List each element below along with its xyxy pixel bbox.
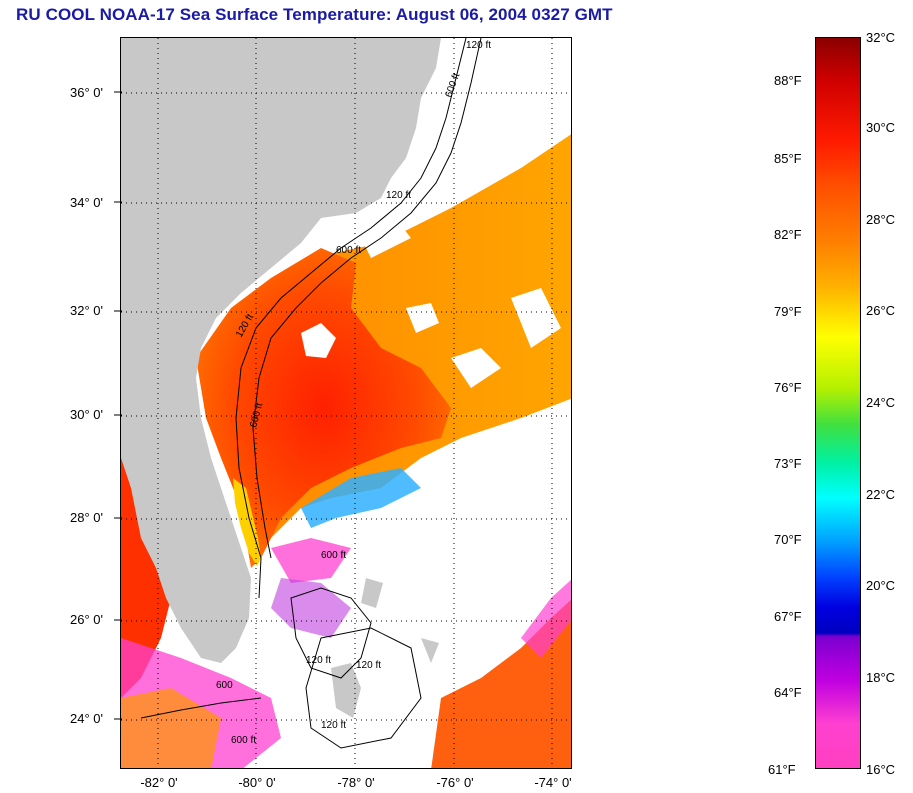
colorbar-fahrenheit-label: 79°F (774, 304, 802, 319)
cloud-patch-3 (451, 348, 501, 388)
left-axis-ticks (114, 91, 122, 720)
cloud-patch-4 (511, 288, 561, 348)
contour-120ft (235, 38, 467, 599)
sst-keys-warm (121, 688, 221, 768)
contour-label: 120 ft (356, 660, 381, 671)
land-east-coast (121, 38, 441, 663)
contour-label: 600 ft (321, 550, 346, 561)
cool-pocket-1 (301, 468, 421, 528)
lon-label: -82° 0' (140, 775, 178, 790)
contour-label: 600 (216, 680, 233, 691)
lat-label: 24° 0' (70, 711, 103, 726)
colorbar-celsius-label: 18°C (866, 670, 896, 685)
contour-bahamas (290, 587, 372, 679)
lat-label: 30° 0' (70, 407, 103, 422)
land-bahamas-2 (361, 578, 383, 608)
lon-label: -80° 0' (238, 775, 276, 790)
colorbar-celsius-label: 28°C (866, 212, 896, 227)
colorbar-celsius-label: 32°C (866, 30, 896, 45)
cloud-patch-2 (406, 303, 439, 333)
colorbar-celsius-label: 20°C (866, 578, 896, 593)
contour-label: 120 ft (466, 40, 491, 51)
sst-map: 120 ft 600 ft 120 ft 600 ft 120 ft 600 f… (120, 37, 572, 769)
map-graticule (121, 38, 571, 768)
contour-label: 120 ft (306, 655, 331, 666)
colorbar-fahrenheit-label: 82°F (774, 227, 802, 242)
cool-pocket-3 (271, 578, 351, 638)
colorbar-fahrenheit-label: 85°F (774, 151, 802, 166)
contour-label: 600 ft (231, 735, 256, 746)
colorbar-fahrenheit-label: 73°F (774, 456, 802, 471)
colorbar-celsius-label: 24°C (866, 395, 896, 410)
colorbar-celsius-label: 16°C (866, 762, 896, 777)
cool-pocket-2 (271, 538, 351, 583)
colorbar-fahrenheit-label: 61°F (768, 762, 796, 777)
lat-label: 28° 0' (70, 510, 103, 525)
contour-bahamas-2 (305, 627, 422, 749)
lon-label: -76° 0' (436, 775, 474, 790)
colorbar-fahrenheit-label: 76°F (774, 380, 802, 395)
lat-label: 32° 0' (70, 303, 103, 318)
contour-label: 600 ft (336, 245, 361, 256)
sst-southeast-edge (521, 579, 571, 658)
land-bahamas-3 (421, 638, 439, 663)
colorbar-fahrenheit-label: 67°F (774, 609, 802, 624)
contour-keys (140, 697, 262, 719)
cloud-patch-5 (351, 213, 411, 258)
lat-label: 26° 0' (70, 612, 103, 627)
lon-label: -74° 0' (534, 775, 572, 790)
lat-label: 36° 0' (70, 85, 103, 100)
colorbar-celsius-label: 22°C (866, 487, 896, 502)
temperature-colorbar (815, 37, 861, 769)
contour-600ft (252, 38, 482, 559)
contour-label: 120 ft (321, 720, 346, 731)
map-title: RU COOL NOAA-17 Sea Surface Temperature:… (16, 5, 613, 24)
gulf-stream-core (196, 248, 451, 568)
colorbar-fahrenheit-label: 88°F (774, 73, 802, 88)
contour-label: 120 ft (386, 190, 411, 201)
cloud-patch-1 (301, 323, 336, 358)
coastal-warm-strip (233, 478, 261, 566)
lon-label: -78° 0' (337, 775, 375, 790)
lat-label: 34° 0' (70, 195, 103, 210)
colorbar-fahrenheit-label: 70°F (774, 532, 802, 547)
colorbar-celsius-label: 26°C (866, 303, 896, 318)
colorbar-celsius-label: 30°C (866, 120, 896, 135)
colorbar-fahrenheit-label: 64°F (774, 685, 802, 700)
